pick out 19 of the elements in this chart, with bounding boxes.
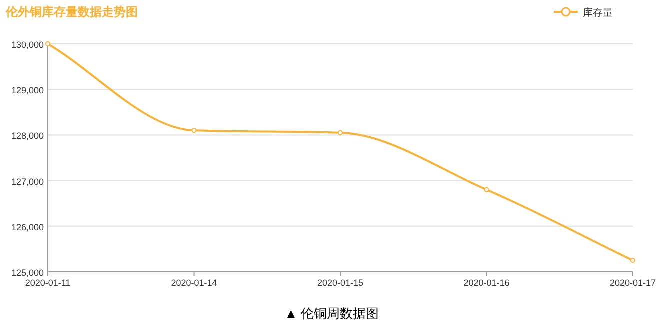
point <box>630 258 636 264</box>
point <box>192 128 197 134</box>
legend-label: 库存量 <box>583 7 613 19</box>
x-tick-label: 2020-01-15 <box>317 278 364 288</box>
y-tick-label: 125,000 <box>11 268 44 278</box>
y-tick-label: 129,000 <box>11 86 44 96</box>
y-tick-label: 126,000 <box>11 222 44 232</box>
chart-title: 伦外铜库存量数据走势图 <box>5 5 138 19</box>
x-tick-label: 2020-01-11 <box>25 278 71 288</box>
point <box>338 130 343 136</box>
y-tick-label: 130,000 <box>11 40 44 50</box>
x-tick-label: 2020-01-16 <box>464 278 510 288</box>
point <box>46 42 50 46</box>
y-tick-label: 128,000 <box>11 131 44 142</box>
text: ▲ 伦铜周数据图 <box>284 306 380 321</box>
x-tick-label: 2020-01-17 <box>610 278 656 288</box>
point <box>484 187 490 192</box>
x-tick-label: 2020-01-14 <box>171 278 218 288</box>
y-tick-label: 127,000 <box>11 176 44 187</box>
